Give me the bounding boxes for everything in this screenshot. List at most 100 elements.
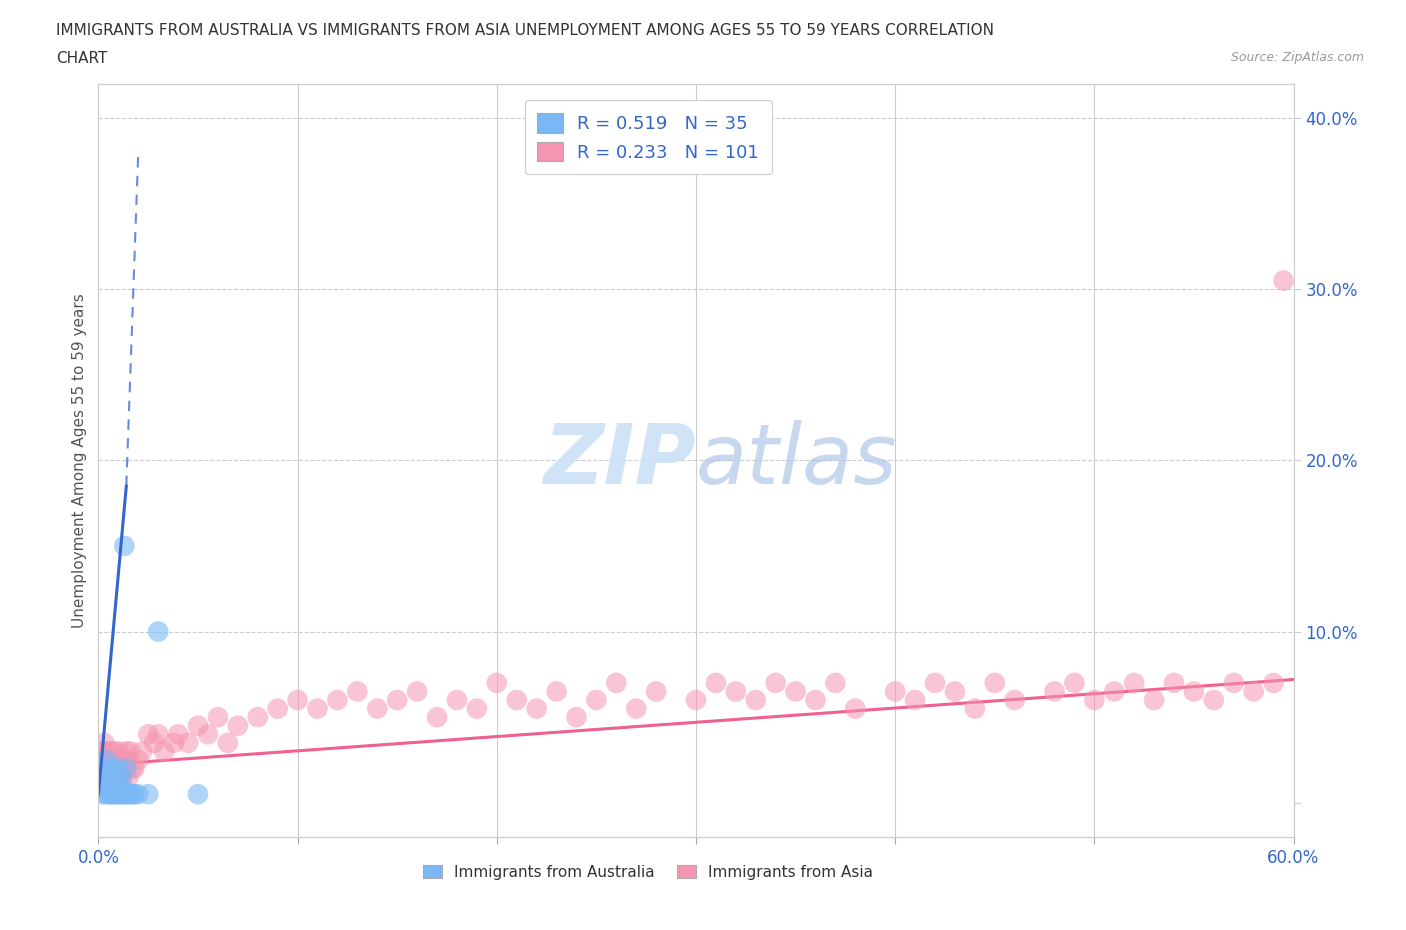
Point	[326, 693, 349, 708]
Point	[1223, 675, 1246, 690]
Point	[98, 761, 122, 776]
Point	[943, 684, 966, 699]
Point	[884, 684, 907, 699]
Point	[385, 693, 409, 708]
Point	[904, 693, 927, 708]
Point	[97, 752, 120, 767]
Point	[745, 693, 768, 708]
Point	[127, 787, 149, 802]
Point	[426, 710, 449, 724]
Point	[105, 787, 128, 802]
Point	[704, 675, 727, 690]
Point	[406, 684, 429, 699]
Point	[115, 761, 138, 776]
Point	[110, 761, 132, 776]
Point	[187, 718, 209, 733]
Point	[111, 761, 134, 776]
Point	[924, 675, 946, 690]
Point	[984, 675, 1007, 690]
Point	[115, 744, 138, 759]
Point	[187, 787, 209, 802]
Point	[91, 752, 114, 767]
Point	[724, 684, 747, 699]
Point	[446, 693, 468, 708]
Point	[485, 675, 508, 690]
Point	[267, 701, 290, 716]
Point	[136, 727, 159, 742]
Point	[124, 761, 146, 776]
Point	[131, 744, 153, 759]
Point	[117, 787, 139, 802]
Point	[163, 736, 186, 751]
Point	[105, 752, 128, 767]
Point	[96, 752, 118, 767]
Point	[96, 752, 118, 767]
Point	[226, 718, 249, 733]
Point	[112, 787, 135, 802]
Point	[89, 761, 111, 776]
Point	[91, 770, 114, 785]
Point	[153, 744, 176, 759]
Text: Source: ZipAtlas.com: Source: ZipAtlas.com	[1230, 51, 1364, 64]
Point	[115, 787, 138, 802]
Point	[546, 684, 568, 699]
Point	[112, 761, 135, 776]
Point	[963, 701, 986, 716]
Point	[1163, 675, 1185, 690]
Point	[101, 752, 124, 767]
Point	[103, 770, 125, 785]
Point	[96, 744, 118, 759]
Point	[120, 744, 142, 759]
Point	[101, 787, 124, 802]
Point	[121, 761, 143, 776]
Text: atlas: atlas	[696, 419, 897, 501]
Point	[97, 761, 120, 776]
Text: ZIP: ZIP	[543, 419, 696, 501]
Point	[91, 744, 114, 759]
Point	[127, 752, 149, 767]
Point	[366, 701, 388, 716]
Point	[103, 744, 125, 759]
Point	[1263, 675, 1285, 690]
Point	[93, 761, 115, 776]
Point	[107, 770, 129, 785]
Point	[824, 675, 846, 690]
Point	[136, 787, 159, 802]
Point	[506, 693, 529, 708]
Point	[110, 770, 132, 785]
Point	[98, 744, 122, 759]
Point	[526, 701, 548, 716]
Text: IMMIGRANTS FROM AUSTRALIA VS IMMIGRANTS FROM ASIA UNEMPLOYMENT AMONG AGES 55 TO : IMMIGRANTS FROM AUSTRALIA VS IMMIGRANTS …	[56, 23, 994, 38]
Point	[117, 752, 139, 767]
Point	[101, 761, 124, 776]
Point	[167, 727, 190, 742]
Point	[585, 693, 607, 708]
Point	[626, 701, 648, 716]
Point	[148, 624, 170, 639]
Point	[177, 736, 200, 751]
Point	[307, 701, 329, 716]
Text: CHART: CHART	[56, 51, 108, 66]
Point	[96, 770, 118, 785]
Point	[98, 787, 122, 802]
Point	[346, 684, 368, 699]
Point	[97, 761, 120, 776]
Point	[121, 787, 143, 802]
Point	[112, 752, 135, 767]
Point	[110, 752, 132, 767]
Point	[287, 693, 309, 708]
Point	[1202, 693, 1225, 708]
Point	[1243, 684, 1265, 699]
Point	[103, 787, 125, 802]
Point	[107, 744, 129, 759]
Point	[217, 736, 239, 751]
Point	[93, 761, 115, 776]
Point	[465, 701, 488, 716]
Point	[785, 684, 807, 699]
Point	[685, 693, 707, 708]
Point	[105, 761, 128, 776]
Point	[124, 787, 146, 802]
Point	[96, 787, 118, 802]
Point	[101, 770, 124, 785]
Point	[120, 787, 142, 802]
